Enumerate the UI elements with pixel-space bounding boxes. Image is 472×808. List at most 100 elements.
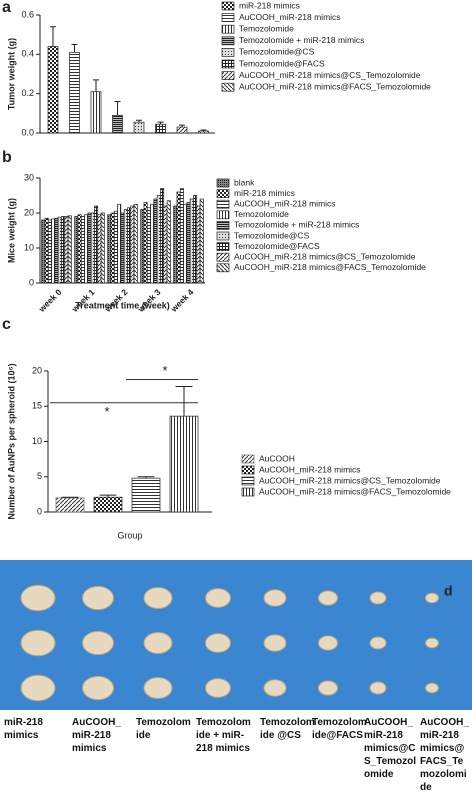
bar bbox=[113, 210, 118, 284]
legend-swatch bbox=[221, 71, 235, 80]
y-tick-label: 10 bbox=[32, 436, 42, 446]
bar bbox=[163, 205, 168, 284]
legend-label: Temozolomide + miR-218 mimics bbox=[239, 35, 364, 45]
legend-swatch bbox=[221, 1, 235, 11]
y-tick-label: 30 bbox=[24, 172, 34, 182]
bar bbox=[90, 91, 102, 134]
tumor bbox=[143, 632, 173, 654]
bar bbox=[87, 212, 92, 284]
legend-swatch bbox=[216, 242, 230, 251]
bar bbox=[198, 130, 209, 134]
panel-label: a bbox=[2, 0, 11, 16]
bar bbox=[199, 198, 204, 284]
error-bar bbox=[93, 79, 99, 92]
legend-label: Temozolomide bbox=[239, 23, 294, 33]
bar bbox=[156, 195, 161, 284]
photo-background bbox=[0, 560, 472, 710]
y-tick-label: 20 bbox=[32, 365, 42, 375]
significance-mark: * bbox=[162, 363, 167, 378]
legend-swatch bbox=[221, 48, 235, 57]
legend-label: blank bbox=[234, 177, 255, 187]
bar bbox=[97, 214, 102, 284]
y-tick-label: 10 bbox=[24, 242, 34, 252]
legend-swatch bbox=[241, 454, 255, 464]
error-bar bbox=[157, 121, 164, 125]
legend-label: miR-218 mimics bbox=[239, 0, 300, 10]
tumor bbox=[425, 637, 439, 649]
y-tick-label: 0.6 bbox=[21, 9, 34, 19]
bar bbox=[61, 216, 66, 284]
tumor bbox=[425, 592, 439, 604]
tumor bbox=[143, 677, 173, 699]
tumor bbox=[263, 679, 287, 697]
x-axis-label: Treatment time (week) bbox=[75, 300, 170, 310]
tumor bbox=[263, 589, 287, 607]
bar bbox=[77, 214, 82, 284]
legend-label: Temozolomide bbox=[234, 209, 289, 219]
bar bbox=[55, 497, 85, 513]
bar bbox=[84, 214, 89, 284]
legend-swatch bbox=[216, 178, 230, 188]
bar bbox=[93, 496, 123, 513]
tumor bbox=[82, 675, 114, 701]
tumor bbox=[425, 682, 439, 694]
bar bbox=[57, 216, 62, 284]
tumor bbox=[318, 680, 338, 696]
bar bbox=[80, 216, 85, 284]
legend-swatch bbox=[216, 231, 230, 241]
bar bbox=[189, 198, 194, 284]
bar bbox=[131, 477, 161, 513]
bar bbox=[127, 207, 132, 284]
legend-label: Temozolomide@CS bbox=[239, 47, 315, 57]
legend-swatch bbox=[221, 24, 235, 34]
legend-swatch bbox=[221, 13, 235, 22]
error-bar bbox=[61, 496, 79, 498]
legend-label: AuCOOH_miR-218 mimics@FACS_Temozolomide bbox=[239, 81, 431, 91]
column-label: Temozolomide + miR-218 mimics bbox=[196, 717, 251, 754]
bar bbox=[133, 121, 145, 134]
y-tick-label: 0.0 bbox=[21, 127, 34, 137]
bar bbox=[69, 52, 80, 134]
y-tick-label: 0 bbox=[29, 277, 34, 287]
x-tick-label: week 0 bbox=[36, 287, 64, 315]
legend-label: AuCOOH bbox=[259, 453, 295, 463]
bar bbox=[186, 202, 191, 284]
legend-swatch bbox=[241, 465, 255, 475]
x-tick-label: week 4 bbox=[168, 287, 196, 315]
y-axis-label: Mice weight (g) bbox=[6, 198, 16, 263]
tumor bbox=[205, 633, 231, 653]
legend-swatch bbox=[216, 189, 230, 198]
y-axis-label: Number of AuNPs per spheroid (10⁶) bbox=[6, 363, 16, 519]
bar bbox=[169, 415, 199, 513]
bar bbox=[74, 216, 79, 284]
bar bbox=[54, 217, 59, 284]
tumor bbox=[82, 630, 114, 656]
significance-mark: * bbox=[104, 404, 109, 419]
bar bbox=[117, 203, 122, 284]
bar bbox=[179, 188, 184, 284]
legend-swatch bbox=[221, 59, 235, 69]
legend-swatch bbox=[216, 199, 230, 209]
legend-swatch bbox=[216, 221, 230, 230]
legend-swatch bbox=[241, 487, 255, 497]
panel-label: d bbox=[444, 583, 453, 599]
column-label: miR-218 mimics bbox=[4, 717, 43, 741]
bar bbox=[183, 203, 188, 284]
bar bbox=[176, 126, 188, 134]
column-label: Temozolomide @CS bbox=[260, 717, 315, 741]
bar bbox=[150, 203, 155, 284]
error-bar bbox=[114, 101, 121, 116]
panel-label: b bbox=[2, 149, 12, 166]
legend-label: Temozolomide + miR-218 mimics bbox=[234, 220, 359, 230]
legend-label: AuCOOH_miR-218 mimics bbox=[259, 464, 361, 474]
bar bbox=[100, 212, 105, 284]
bar bbox=[176, 191, 181, 284]
bar bbox=[133, 203, 138, 284]
bar bbox=[196, 205, 201, 284]
column-label: Temozolomide bbox=[136, 717, 191, 741]
x-axis-label: Group bbox=[117, 530, 142, 540]
bar bbox=[123, 209, 128, 284]
error-bar bbox=[99, 494, 117, 498]
